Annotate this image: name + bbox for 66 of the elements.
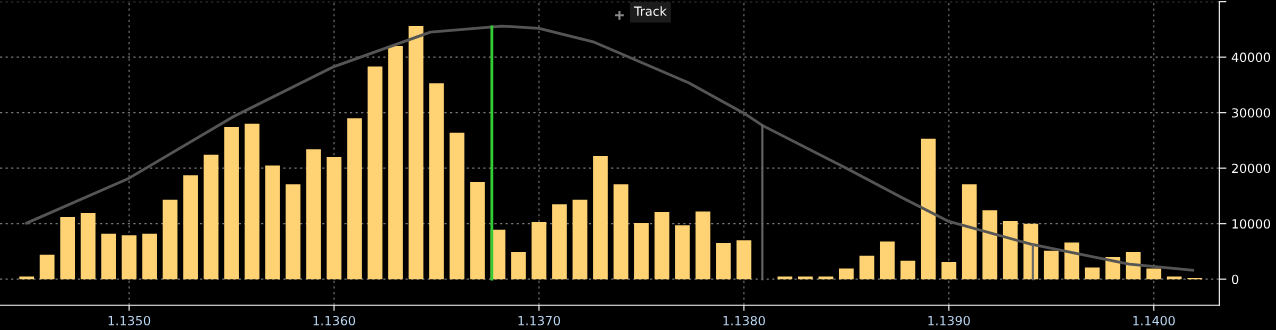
bar	[1002, 220, 1018, 280]
bar	[326, 157, 342, 280]
bar	[961, 184, 977, 280]
bar	[531, 222, 547, 280]
y-tick-label: 0	[1231, 274, 1239, 285]
bar	[162, 199, 178, 280]
bar	[60, 217, 76, 280]
x-tick-label: 1.1380	[723, 315, 765, 326]
bar	[982, 210, 998, 280]
bar	[142, 233, 157, 280]
bar	[388, 46, 403, 280]
bar	[511, 251, 526, 280]
x-tick-label: 1.1360	[313, 315, 356, 326]
bar	[777, 276, 793, 280]
bar	[347, 118, 362, 280]
bar	[1064, 242, 1080, 280]
bar	[101, 233, 116, 280]
bar	[572, 199, 588, 280]
bar	[695, 211, 711, 280]
bar	[39, 254, 55, 280]
bar	[449, 132, 465, 280]
bar	[838, 268, 854, 280]
bar	[818, 276, 834, 280]
bar	[121, 235, 137, 280]
bar	[675, 225, 690, 280]
bar	[1043, 250, 1059, 280]
bar	[798, 276, 813, 280]
bar	[367, 66, 383, 280]
bar	[80, 213, 96, 280]
bar	[1125, 251, 1141, 280]
bar	[203, 154, 219, 280]
bar	[19, 276, 35, 280]
bar	[429, 83, 444, 280]
bar	[183, 175, 198, 280]
x-tick-label: 1.1350	[108, 315, 151, 326]
bar	[408, 26, 424, 280]
bar	[470, 182, 485, 280]
bar	[265, 165, 280, 280]
bar	[1146, 268, 1162, 280]
bar	[716, 243, 731, 280]
bar	[879, 241, 895, 280]
x-tick-label: 1.1390	[928, 315, 970, 326]
bar	[244, 123, 260, 280]
bar	[634, 223, 649, 280]
bar	[1084, 267, 1100, 280]
bar	[224, 127, 239, 280]
y-tick-label: 20000	[1232, 163, 1271, 174]
bar	[306, 149, 321, 280]
bar	[736, 240, 752, 280]
line-series	[25, 24, 1195, 272]
y-tick-label: 30000	[1232, 108, 1271, 118]
bar	[613, 184, 629, 280]
annotation: Track	[634, 6, 667, 16]
bar	[593, 155, 608, 280]
x-tick-label: 1.1400	[1133, 315, 1175, 326]
y-tick-label: 10000	[1232, 219, 1271, 229]
bar	[941, 261, 957, 280]
x-tick-label: 1.1370	[518, 315, 561, 326]
bar	[552, 204, 567, 280]
bar	[920, 138, 936, 280]
bar	[654, 212, 670, 280]
bar	[900, 260, 916, 280]
bar	[859, 255, 875, 280]
bar	[1166, 276, 1182, 280]
bar	[285, 184, 301, 280]
y-tick-label: 40000	[1231, 52, 1271, 63]
